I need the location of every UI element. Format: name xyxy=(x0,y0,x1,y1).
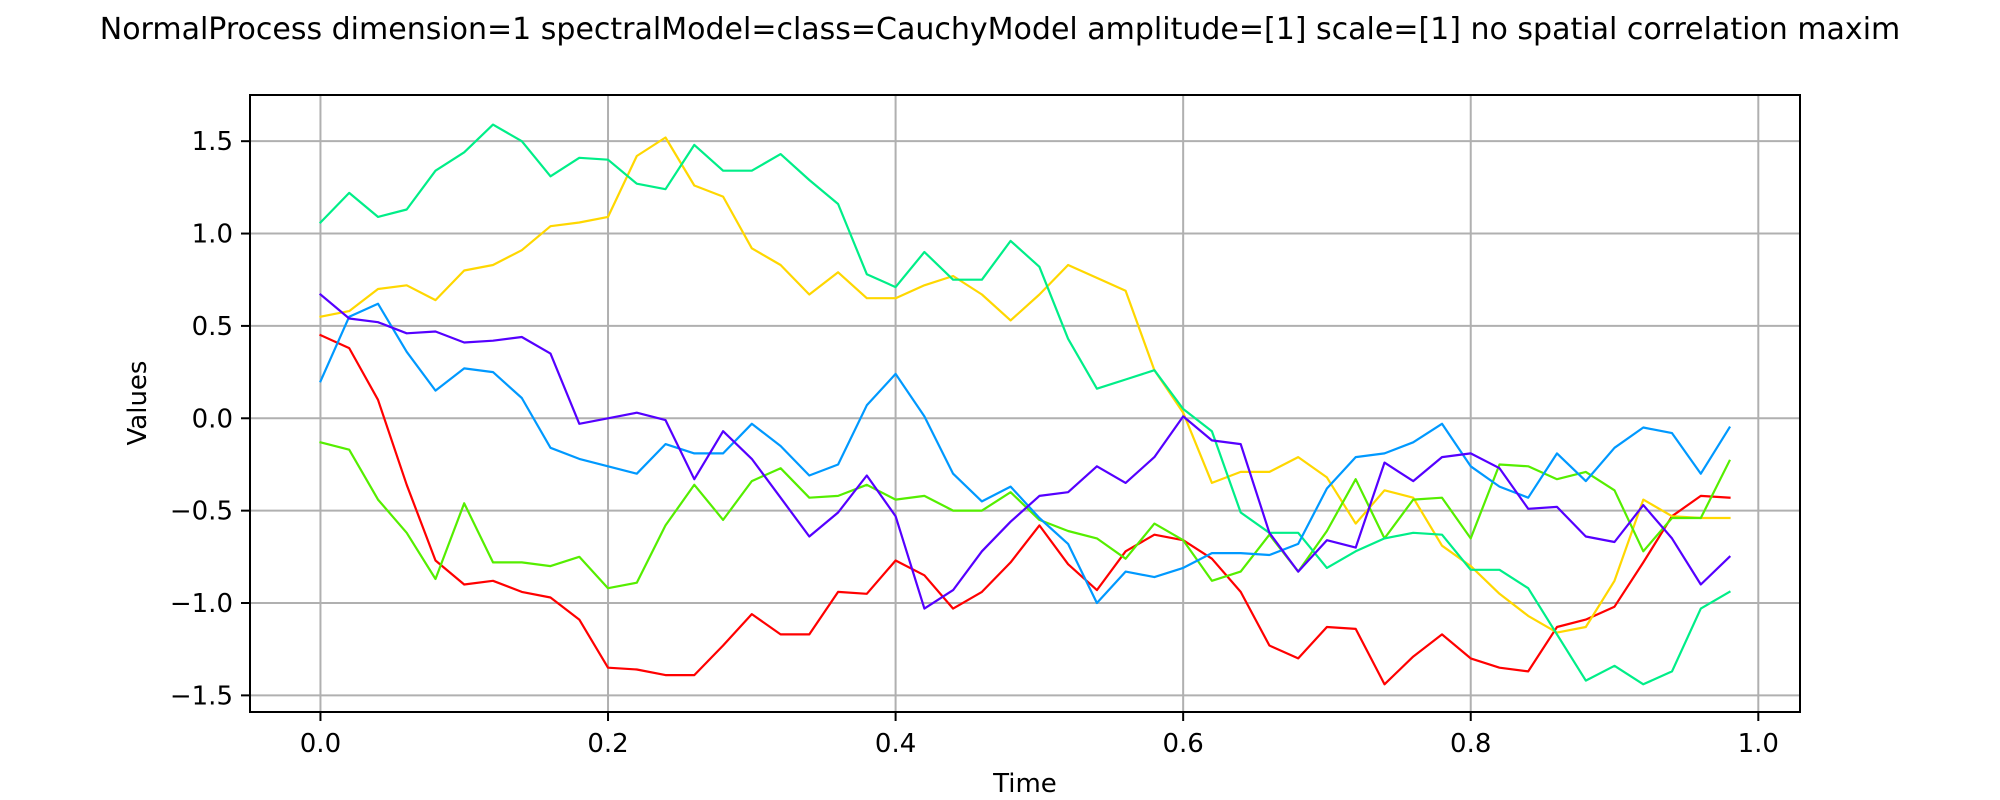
x-axis-label: Time xyxy=(992,769,1057,799)
series-line-2 xyxy=(319,136,1731,634)
plot-area-frame xyxy=(249,94,1801,713)
x-tick-label: 0.0 xyxy=(300,729,341,759)
axis-ticks: 0.0 0.2 0.4 0.6 0.8 1.0 1.5 1.0 0.5 0.0 −0.5 −1.0 −1… xyxy=(170,127,1779,759)
x-tick-label: 0.4 xyxy=(875,729,916,759)
series-line-3 xyxy=(319,440,1731,590)
series-line-1 xyxy=(319,333,1731,686)
x-tick-label: 0.8 xyxy=(1450,729,1491,759)
y-tick-label: 0.0 xyxy=(192,404,233,434)
x-tick-label: 1.0 xyxy=(1738,729,1779,759)
series-line-5 xyxy=(319,302,1732,605)
y-tick-label: −1.5 xyxy=(170,681,233,711)
y-tick-label: 1.5 xyxy=(192,127,233,157)
series-line-4 xyxy=(318,123,1732,686)
series-line-6 xyxy=(318,292,1732,610)
y-tick-label: 0.5 xyxy=(192,312,233,342)
chart-title: NormalProcess dimension=1 spectralModel=… xyxy=(99,12,1901,47)
y-tick-label: −0.5 xyxy=(170,497,233,527)
series-lines xyxy=(318,123,1732,686)
y-tick-label: 1.0 xyxy=(192,220,233,250)
x-tick-label: 0.6 xyxy=(1162,729,1203,759)
y-axis-label: Values xyxy=(123,361,153,446)
y-tick-label: −1.0 xyxy=(170,589,233,619)
x-tick-label: 0.2 xyxy=(587,729,628,759)
grid-lines xyxy=(250,95,1800,712)
